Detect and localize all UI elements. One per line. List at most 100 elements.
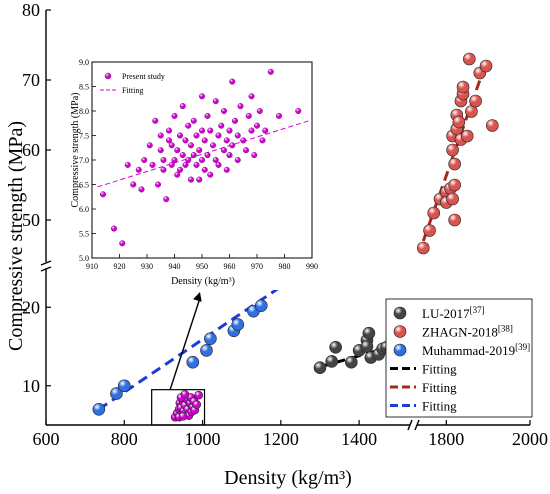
x-tick-label: 1000 bbox=[185, 429, 221, 449]
x-tick-label: 800 bbox=[111, 429, 138, 449]
main-legend: LU-2017[37] ZHAGN-2018[38] Muhammad-2019[3… bbox=[385, 298, 533, 418]
inset-legend-label: Present study bbox=[122, 72, 165, 81]
main-axes: 10 20 50 60 70 80 600 800 1000 1200 1400 1800 2000 bbox=[22, 0, 548, 449]
data-point-muhammad-2019 bbox=[231, 318, 245, 331]
data-point-present-study bbox=[180, 390, 190, 399]
arrow-head bbox=[193, 292, 202, 302]
x-tick-label: 600 bbox=[33, 429, 60, 449]
inset-data-point bbox=[223, 166, 230, 173]
x-tick-label: 1400 bbox=[341, 429, 377, 449]
legend-label-text: Muhammad-2019 bbox=[422, 343, 515, 358]
inset-y-tick-label: 8.0 bbox=[79, 107, 89, 116]
x-tick-label: 2000 bbox=[512, 429, 548, 449]
legend-label: Fitting bbox=[422, 362, 457, 377]
inset-data-point bbox=[174, 171, 181, 178]
data-point-zhagn-2018 bbox=[469, 94, 482, 108]
inset-data-point bbox=[237, 103, 244, 110]
inset-data-point bbox=[190, 152, 197, 159]
data-point-zhagn-2018 bbox=[427, 206, 441, 220]
data-point-zhagn-2018 bbox=[446, 192, 459, 206]
data-point-muhammad-2019 bbox=[204, 332, 217, 345]
data-point-present-study bbox=[194, 390, 203, 400]
inset-data-point bbox=[204, 152, 211, 159]
inset-data-point bbox=[201, 137, 208, 144]
inset-data-point bbox=[251, 152, 258, 159]
inset-x-tick-label: 960 bbox=[224, 262, 236, 271]
zoom-arrow bbox=[169, 297, 201, 390]
inset-data-point bbox=[163, 196, 170, 203]
x-break-mark bbox=[407, 419, 413, 431]
inset-y-tick-label: 9.0 bbox=[79, 58, 89, 67]
inset-data-point bbox=[165, 127, 172, 134]
legend-label-text: Fitting bbox=[422, 380, 457, 395]
x-tick-label: 1800 bbox=[428, 429, 464, 449]
inset-data-point bbox=[212, 98, 219, 105]
inset-data-point bbox=[295, 107, 302, 114]
inset-x-tick-label: 970 bbox=[251, 262, 263, 271]
inset-data-point bbox=[215, 161, 222, 168]
legend-label-superscript: [39] bbox=[515, 342, 530, 352]
zoom-indicator bbox=[151, 292, 206, 426]
data-point-zhagn-2018 bbox=[465, 105, 478, 118]
y-tick-label: 10 bbox=[22, 376, 40, 396]
inset-data-point bbox=[185, 156, 192, 163]
inset-data-point bbox=[223, 137, 230, 144]
inset-data-point bbox=[193, 161, 200, 168]
inset-data-point bbox=[130, 181, 137, 188]
inset-x-tick-label: 930 bbox=[141, 262, 153, 271]
inset-data-point bbox=[160, 156, 167, 163]
inset-data-point bbox=[160, 166, 167, 173]
data-point-lu-2017 bbox=[313, 361, 327, 374]
legend-label: LU-2017[37] bbox=[422, 305, 485, 321]
inset-data-point bbox=[176, 166, 183, 173]
zoom-box bbox=[151, 389, 206, 426]
inset-data-point bbox=[176, 132, 183, 139]
legend-marker bbox=[393, 343, 407, 357]
legend-label-text: Fitting bbox=[422, 399, 457, 414]
data-point-muhammad-2019 bbox=[186, 355, 200, 369]
inset-chart: Compressive strength (MPa) Density (kg/m… bbox=[62, 52, 322, 290]
inset-data-point bbox=[253, 122, 260, 129]
inset-data-point bbox=[259, 137, 266, 144]
inset-x-tick-label: 920 bbox=[114, 262, 126, 271]
inset-data-point bbox=[201, 166, 208, 173]
inset-data-point bbox=[168, 142, 175, 149]
inset-data-point bbox=[248, 93, 255, 100]
y-tick-label: 80 bbox=[22, 0, 40, 20]
inset-data-point bbox=[154, 181, 161, 188]
inset-data-point bbox=[262, 127, 269, 134]
data-point-zhagn-2018 bbox=[448, 178, 461, 192]
inset-y-tick-label: 5.0 bbox=[79, 254, 89, 263]
legend-label: ZHAGN-2018[38] bbox=[422, 324, 513, 340]
main-marks bbox=[92, 52, 499, 422]
inset-fit-line bbox=[97, 119, 313, 188]
inset-data-point bbox=[146, 142, 153, 149]
y-tick-label: 50 bbox=[22, 210, 40, 230]
data-point-zhagn-2018 bbox=[423, 224, 436, 237]
inset-x-tick-label: 910 bbox=[86, 262, 98, 271]
inset-data-point bbox=[171, 156, 178, 163]
legend-label: Fitting bbox=[422, 380, 457, 395]
inset-data-point bbox=[124, 161, 131, 168]
inset-data-point bbox=[226, 127, 233, 134]
inset-data-point bbox=[220, 107, 227, 114]
inset-data-point bbox=[149, 161, 156, 168]
data-point-lu-2017 bbox=[344, 355, 358, 369]
inset-data-point bbox=[245, 112, 252, 119]
data-point-zhagn-2018 bbox=[448, 157, 461, 171]
data-point-zhagn-2018 bbox=[460, 129, 474, 143]
main-xlabel: Density (kg/m³) bbox=[224, 467, 352, 489]
data-point-zhagn-2018 bbox=[479, 59, 493, 73]
data-point-present-study bbox=[178, 412, 188, 421]
main-ylabel: Compressive strength (MPa) bbox=[5, 121, 27, 351]
data-point-muhammad-2019 bbox=[200, 344, 213, 357]
legend-box bbox=[385, 298, 533, 418]
inset-data-point bbox=[157, 132, 164, 139]
inset-data-point bbox=[187, 142, 194, 149]
inset-data-point bbox=[215, 132, 222, 139]
legend-marker bbox=[393, 306, 407, 320]
inset-data-point bbox=[234, 156, 241, 163]
inset-marks bbox=[97, 68, 313, 247]
data-point-present-study bbox=[192, 400, 201, 409]
